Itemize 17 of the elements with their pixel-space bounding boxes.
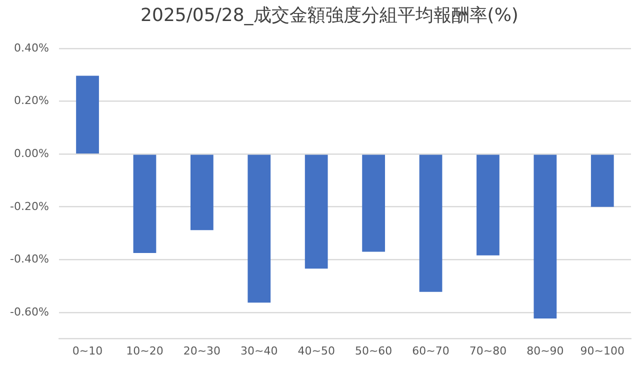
x-tick-label: 20~30	[183, 344, 221, 358]
y-tick-label: 0.00%	[14, 146, 49, 160]
y-tick-label: -0.40%	[10, 252, 49, 266]
y-tick-label: -0.60%	[10, 305, 49, 318]
x-tick-label: 90~100	[580, 344, 625, 358]
x-tick-label: 40~50	[298, 344, 335, 358]
x-tick-label: 60~70	[412, 344, 450, 358]
y-tick-label: 0.20%	[14, 94, 49, 108]
y-tick-label: -0.20%	[10, 200, 49, 213]
x-tick-label: 80~90	[526, 344, 564, 358]
x-tick-label: 50~60	[354, 344, 392, 358]
x-tick-label: 10~20	[126, 344, 164, 358]
x-tick-label: 0~10	[72, 344, 103, 358]
x-tick-label: 30~40	[240, 344, 278, 358]
x-tick-label: 70~80	[469, 344, 507, 358]
y-tick-label: 0.40%	[14, 41, 49, 54]
chart-title: 2025/05/28_成交金額強度分組平均報酬率(%)	[140, 4, 520, 28]
